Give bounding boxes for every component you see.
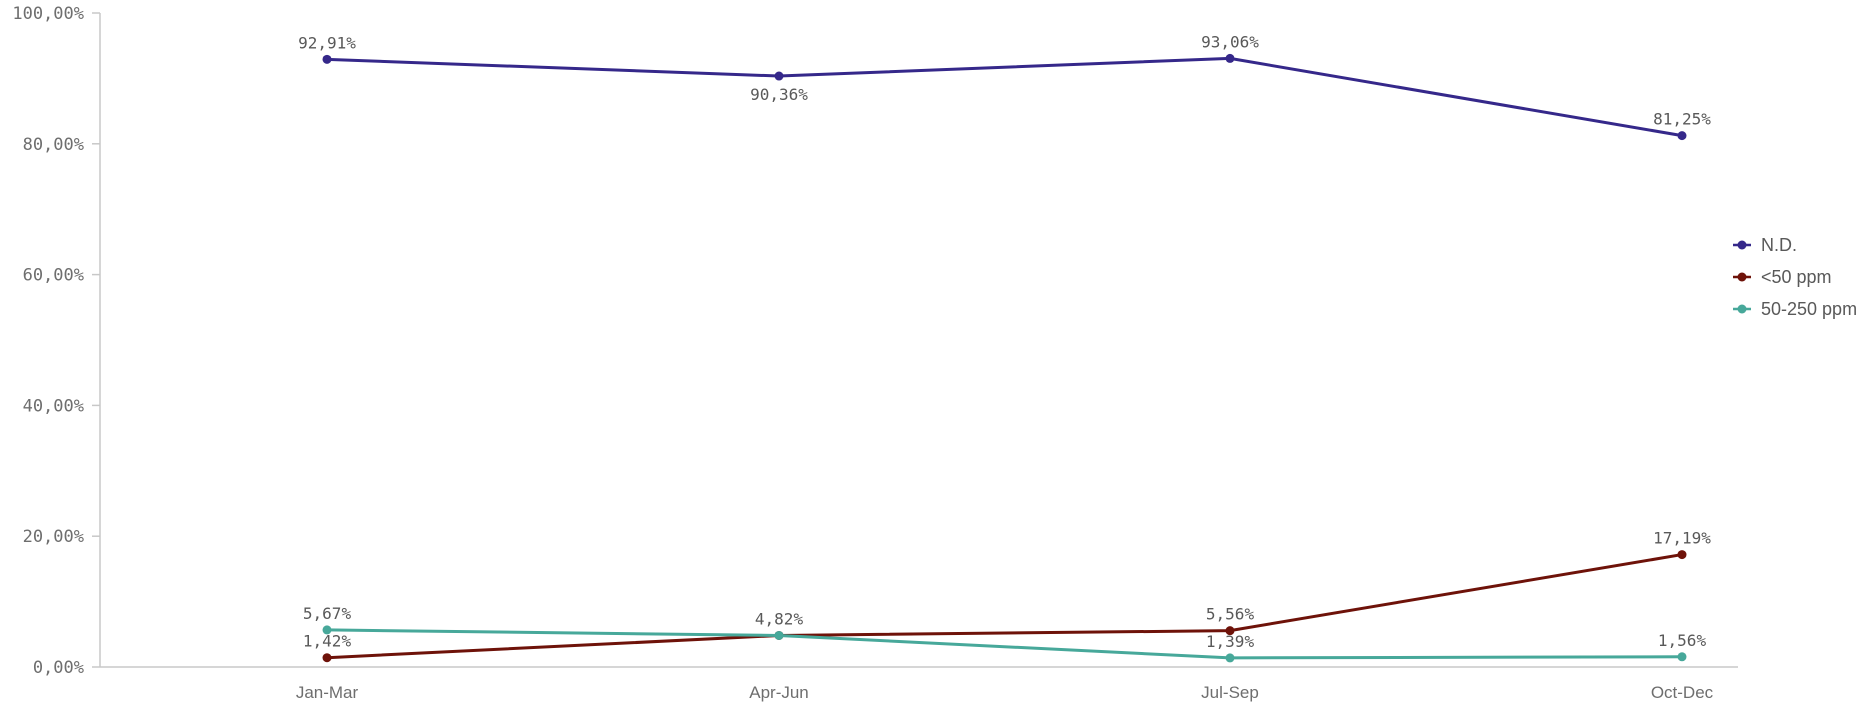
data-labels: 92,91% 90,36% 93,06% 81,25% 1,42% 5,56% 17,19%… — [298, 32, 1711, 651]
axes: 0,00% 20,00% 40,00% 60,00% 80,00% 100,00% Jan-… — [12, 4, 1738, 702]
data-label: 90,36% — [750, 85, 808, 104]
x-tick-label: Apr-Jun — [749, 683, 809, 702]
data-point — [322, 625, 332, 635]
series-line — [326, 628, 1683, 660]
x-tick-label: Oct-Dec — [1651, 683, 1714, 702]
data-point — [774, 71, 784, 81]
legend-item-label: N.D. — [1761, 235, 1797, 255]
data-label: 5,67% — [303, 604, 352, 623]
y-tick-label: 80,00% — [23, 135, 84, 155]
y-tick-label: 20,00% — [23, 527, 84, 547]
legend-swatch-dot — [1737, 304, 1747, 314]
data-point — [1225, 53, 1235, 63]
data-point — [1677, 131, 1687, 141]
data-label: 81,25% — [1653, 110, 1711, 129]
legend-swatch-dot — [1737, 240, 1747, 250]
data-label: 1,56% — [1658, 631, 1707, 650]
y-tick-label: 0,00% — [33, 658, 84, 678]
data-label: 4,82% — [755, 609, 804, 628]
data-label: 92,91% — [298, 33, 356, 52]
data-label: 17,19% — [1653, 529, 1711, 548]
data-label: 93,06% — [1201, 32, 1259, 51]
data-label: 1,42% — [303, 632, 352, 651]
data-point — [322, 54, 332, 64]
series-line — [326, 56, 1683, 138]
data-point — [1225, 626, 1235, 636]
series-line — [326, 553, 1683, 660]
y-tick-label: 60,00% — [23, 266, 84, 286]
legend-item-label: 50-250 ppm — [1761, 299, 1857, 319]
data-point — [1225, 653, 1235, 663]
x-tick-label: Jul-Sep — [1201, 683, 1259, 702]
y-tick-label: 40,00% — [23, 396, 84, 416]
legend: N.D. <50 ppm 50-250 ppm — [1733, 235, 1857, 319]
data-point — [774, 630, 784, 640]
x-tick-label: Jan-Mar — [296, 683, 359, 702]
y-tick-label: 100,00% — [12, 4, 84, 24]
data-label: 1,39% — [1206, 632, 1255, 651]
data-point — [1677, 652, 1687, 662]
data-point — [1677, 550, 1687, 560]
data-label: 5,56% — [1206, 605, 1255, 624]
legend-item-label: <50 ppm — [1761, 267, 1832, 287]
legend-swatch-dot — [1737, 272, 1747, 282]
data-point — [322, 653, 332, 663]
series-layer — [322, 53, 1687, 663]
